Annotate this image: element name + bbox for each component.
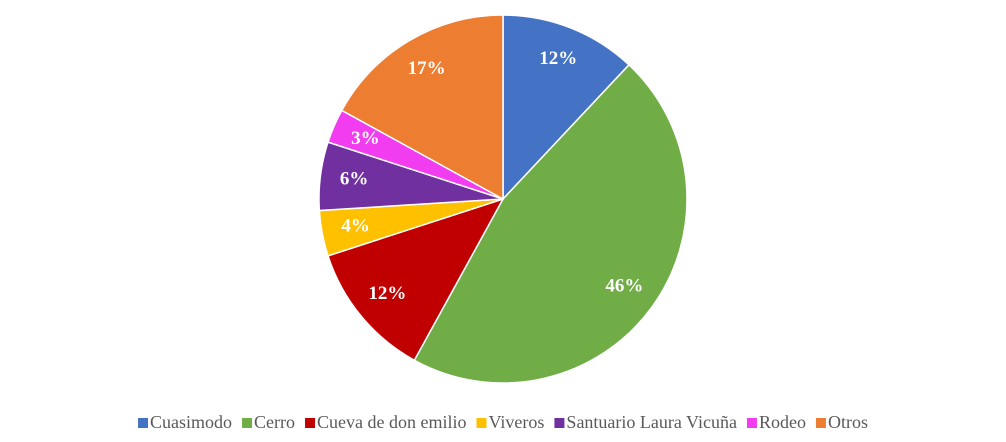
pie-slice <box>413 63 688 384</box>
legend-label: Cuasimodo <box>150 412 232 432</box>
data-label: 6% <box>340 169 369 190</box>
legend-swatch <box>138 418 149 428</box>
legend-swatch <box>305 418 316 428</box>
pie-slice <box>340 14 504 201</box>
data-label: 46% <box>605 276 643 297</box>
legend: Cuasimodo Cerro Cueva de don emilio Viveros… <box>138 412 868 432</box>
legend-label: Viveros <box>489 412 545 432</box>
pie-slice <box>502 14 631 201</box>
legend-swatch <box>476 418 487 428</box>
pie-slice <box>327 197 505 362</box>
data-label: 4% <box>341 215 370 236</box>
data-label: 3% <box>351 128 380 149</box>
legend-label: Santuario Laura Vicuña <box>566 412 737 432</box>
data-label: 12% <box>368 283 406 304</box>
legend-label: Cerro <box>254 412 295 432</box>
legend-swatch <box>554 418 565 428</box>
legend-label: Otros <box>828 412 868 432</box>
legend-swatch <box>746 418 757 428</box>
legend-swatch <box>815 418 826 428</box>
legend-label: Cueva de don emilio <box>317 412 466 432</box>
data-label: 12% <box>539 48 577 69</box>
legend-swatch <box>242 418 253 428</box>
legend-label: Rodeo <box>759 412 806 432</box>
data-label: 17% <box>408 58 446 79</box>
